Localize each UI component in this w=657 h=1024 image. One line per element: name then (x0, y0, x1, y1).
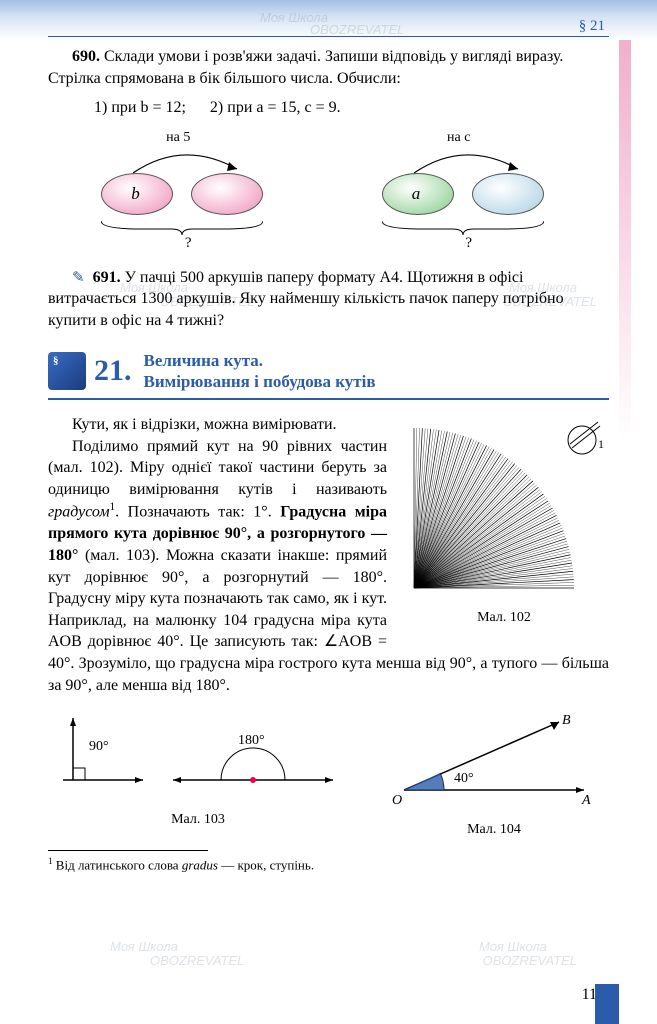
svg-text:90°: 90° (89, 739, 109, 754)
side-gradient-bar (619, 40, 631, 440)
footnote: 1 Від латинського слова gradus — крок, с… (48, 855, 609, 874)
sub-item-1: 1) при b = 12; (94, 99, 186, 116)
pencil-icon: ✎ (72, 270, 85, 286)
fig103-svg: 90° 180° (53, 710, 343, 800)
arrow-arc-1 (123, 145, 243, 175)
problem-691: ✎ 691. У пачці 500 аркушів паперу формат… (48, 267, 609, 332)
oval-var-b: b (131, 183, 140, 206)
problem-690: 690. Склади умови і розв'яжи задачі. Зап… (48, 46, 609, 89)
watermark: Моя Школа (479, 939, 547, 954)
top-gradient-bar (0, 0, 657, 40)
problem-690-subitems: 1) при b = 12; 2) при a = 15, c = 9. (48, 97, 609, 119)
problem-text: У пачці 500 аркушів паперу формату А4. Щ… (48, 269, 564, 329)
watermark: OBOZREVATEL (150, 953, 244, 968)
section-number: 21. (94, 351, 132, 392)
diagram-2: на c a ? (354, 129, 584, 249)
body-text: 1° Мал. 102 Кути, як і відрізки, можна в… (48, 414, 609, 696)
page-content: 690. Склади умови і розв'яжи задачі. Зап… (48, 46, 609, 873)
fig104-caption: Мал. 104 (379, 821, 609, 840)
watermark: OBOZREVATEL (483, 953, 577, 968)
bottom-figures-row: 90° 180° Мал. 103 40° O A (48, 710, 609, 839)
footnote-rule (48, 850, 208, 851)
section-ref-label: § 21 (579, 18, 605, 35)
corner-accent (595, 984, 619, 1024)
diagram-1: на 5 b ? (73, 129, 303, 249)
figure-104: 40° O A B Мал. 104 (379, 710, 609, 839)
svg-text:180°: 180° (238, 733, 265, 748)
figure-103: 90° 180° Мал. 103 (48, 710, 348, 839)
fig102-caption: Мал. 102 (399, 609, 609, 628)
svg-text:1°: 1° (598, 437, 604, 451)
problem-number: 691. (93, 269, 121, 286)
problem-text: Склади умови і розв'яжи задачі. Запиши в… (48, 48, 563, 87)
oval-right-1 (191, 173, 263, 215)
fig103-caption: Мал. 103 (48, 811, 348, 830)
figure-102: 1° Мал. 102 (399, 418, 609, 627)
fan-diagram: 1° (404, 418, 604, 598)
svg-text:A: A (581, 793, 591, 808)
sub-item-2: 2) при a = 15, c = 9. (210, 99, 341, 116)
problem-number: 690. (72, 48, 100, 65)
svg-text:O: O (392, 793, 402, 808)
qmark-1: ? (73, 233, 303, 253)
section-cube-icon (48, 352, 86, 390)
section-title: Величина кута. Вимірювання і побудова ку… (144, 350, 376, 393)
qmark-2: ? (354, 233, 584, 253)
svg-text:B: B (562, 713, 571, 728)
fig104-svg: 40° O A B (384, 710, 604, 810)
arrow-arc-2 (404, 145, 524, 175)
oval-right-2 (472, 173, 544, 215)
watermark: Моя Школа (110, 939, 178, 954)
svg-text:40°: 40° (454, 771, 474, 786)
oval-var-a: a (412, 183, 421, 206)
header-rule (48, 36, 609, 37)
diagram-row: на 5 b ? на c a ? (48, 129, 609, 249)
section-header: 21. Величина кута. Вимірювання і побудов… (48, 350, 609, 401)
